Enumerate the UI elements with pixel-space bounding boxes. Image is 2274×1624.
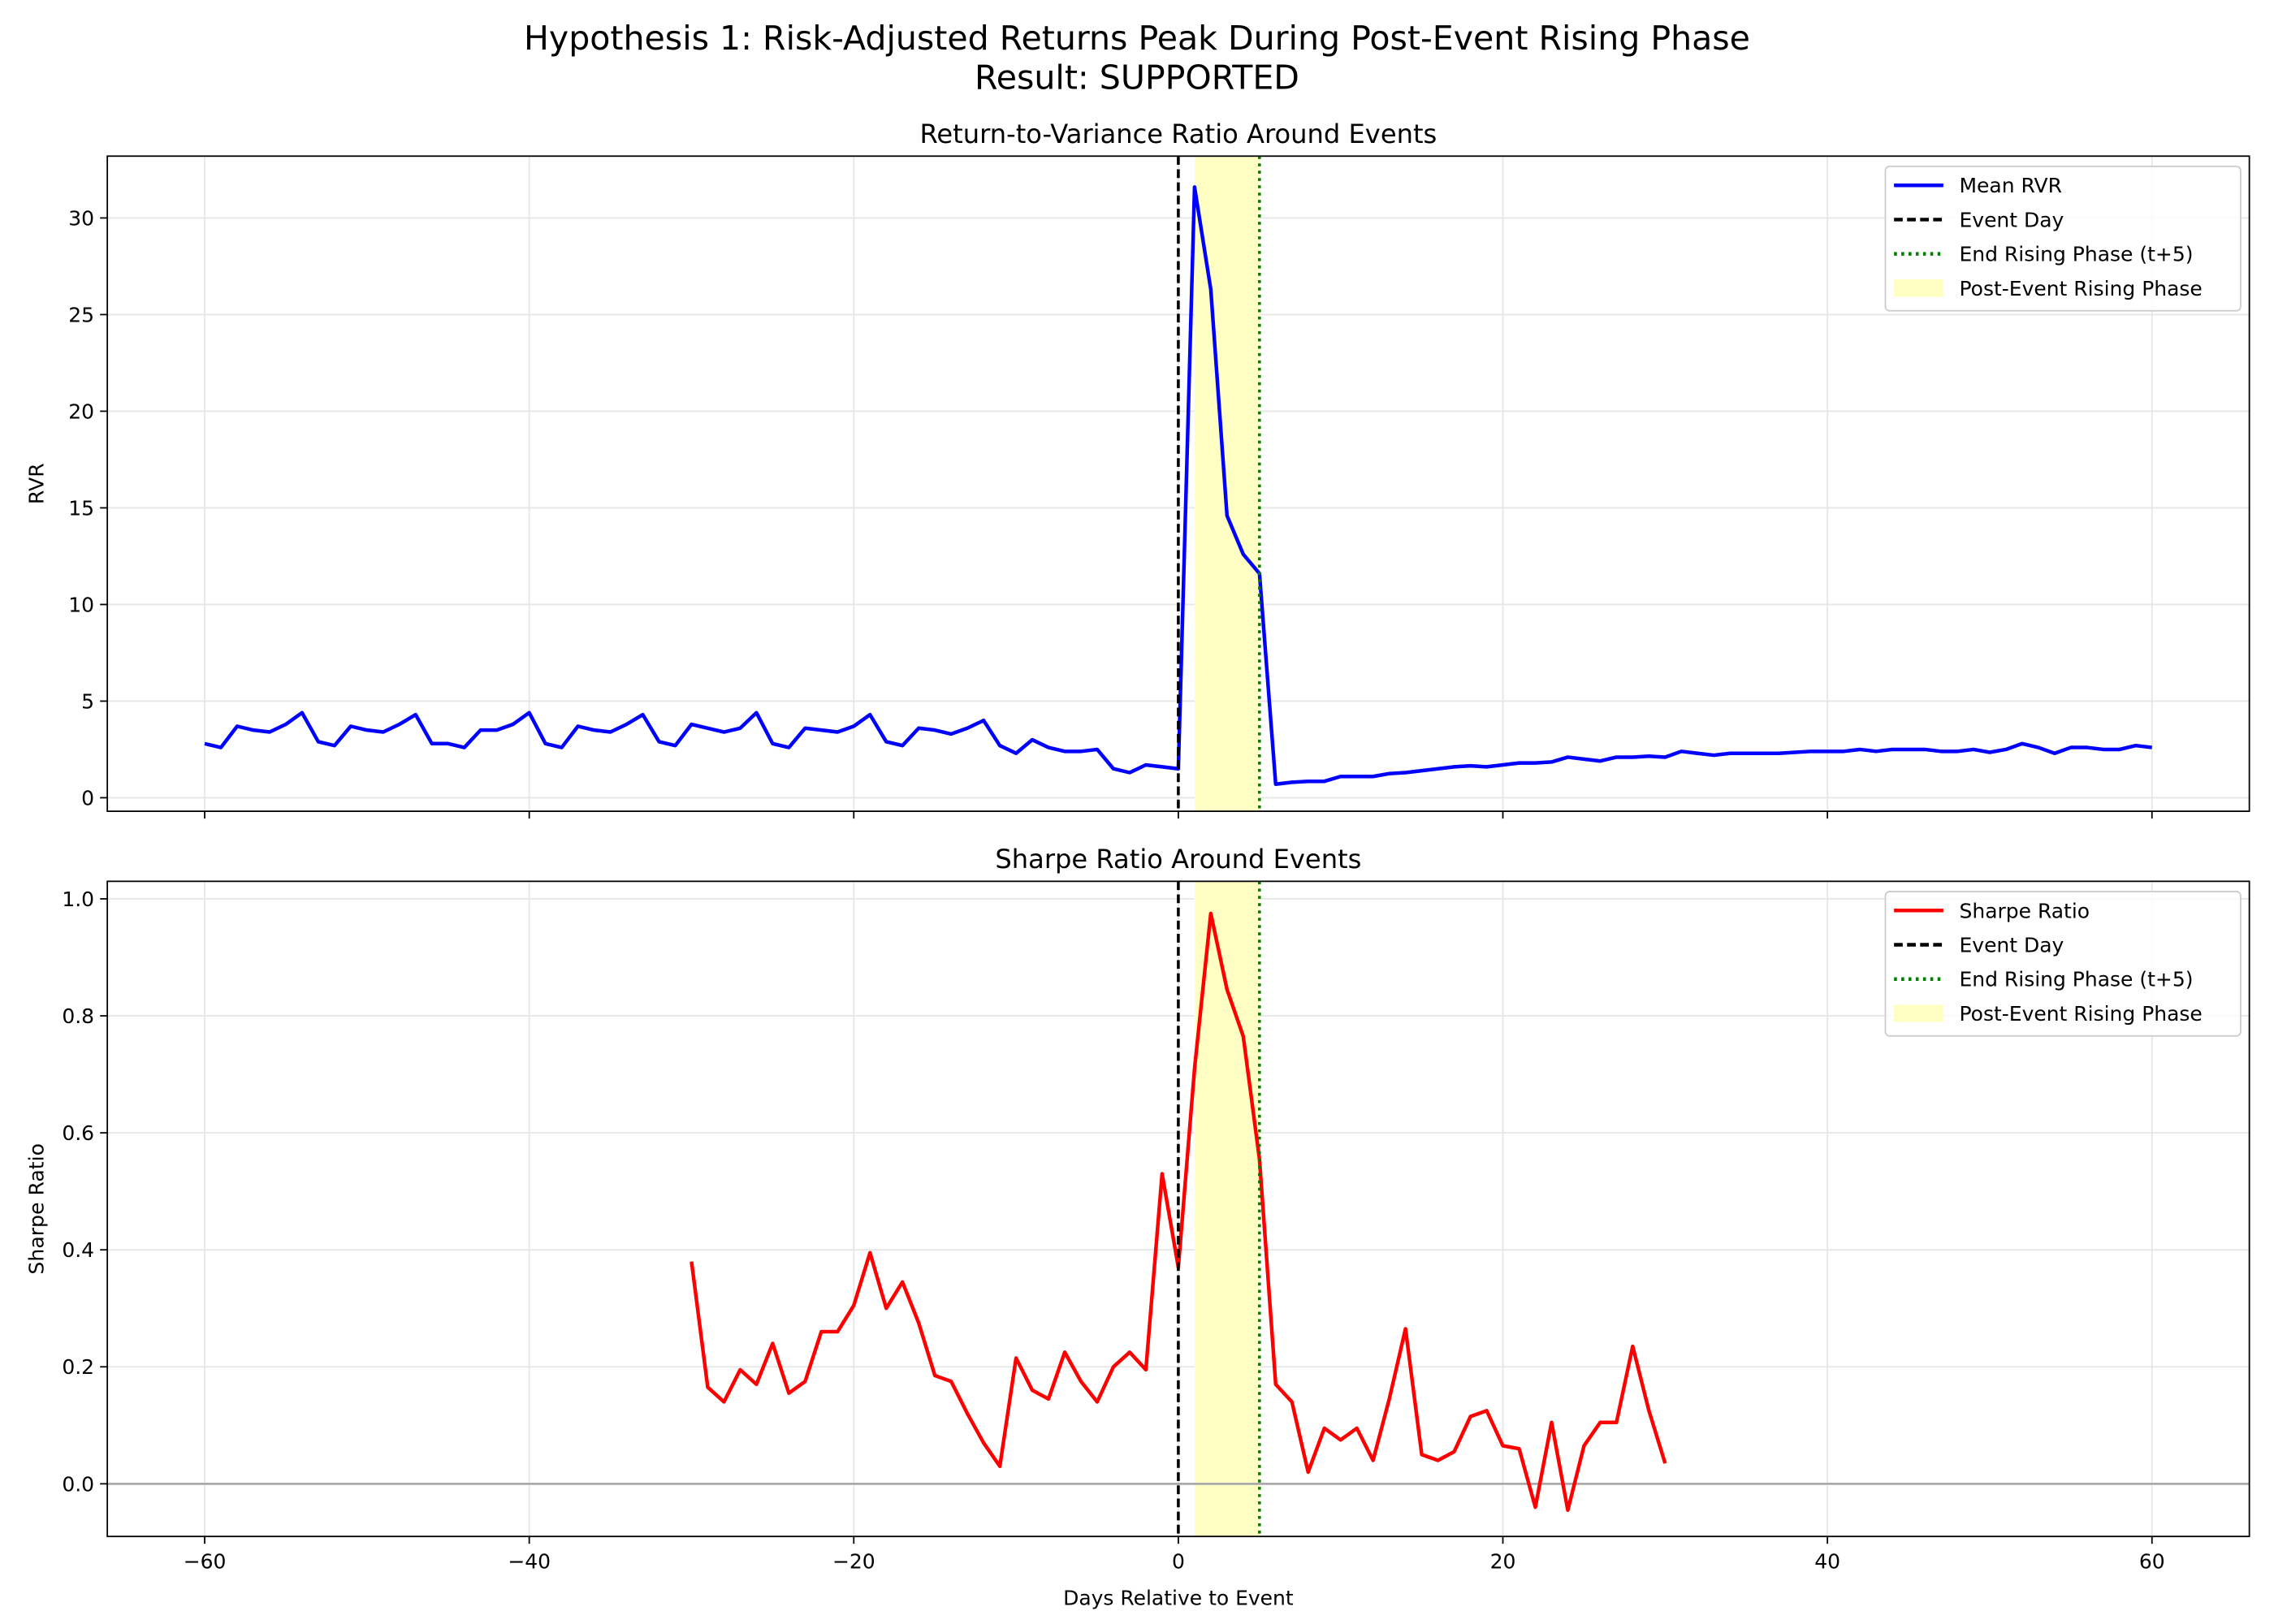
y-tick-label: 0.8	[62, 1004, 94, 1028]
axes-title: Return-to-Variance Ratio Around Events	[919, 119, 1437, 149]
legend-box	[1884, 165, 2242, 312]
legend-label: Sharpe Ratio	[1960, 899, 2090, 922]
x-tick-label: −40	[508, 1550, 551, 1574]
y-tick-label: 5	[81, 689, 94, 713]
x-tick-label: −60	[184, 1550, 227, 1574]
legend-label: Event Day	[1960, 208, 2064, 231]
y-tick-label: 0	[81, 786, 94, 810]
legend-label: Event Day	[1960, 933, 2064, 957]
y-tick-label: 10	[68, 593, 94, 616]
x-tick-label: 20	[1490, 1550, 1516, 1574]
y-tick-label: 0.6	[62, 1121, 94, 1145]
y-tick-label: 15	[68, 496, 94, 520]
x-tick-label: 0	[1172, 1550, 1185, 1574]
y-tick-label: 1.0	[62, 888, 94, 911]
x-tick-label: 40	[1814, 1550, 1840, 1574]
y-tick-label: 30	[68, 206, 94, 230]
legend-label: Mean RVR	[1960, 174, 2062, 197]
legend-box	[1884, 891, 2242, 1037]
y-tick-label: 20	[68, 400, 94, 423]
y-tick-label: 25	[68, 303, 94, 326]
y-tick-label: 0.0	[62, 1472, 94, 1496]
x-axis-label: Days Relative to Event	[1063, 1587, 1294, 1610]
legend-swatch	[1894, 279, 1943, 297]
axes-title: Sharpe Ratio Around Events	[995, 844, 1361, 875]
y-axis-label: RVR	[25, 463, 49, 504]
x-tick-label: −20	[832, 1550, 875, 1574]
y-tick-label: 0.2	[62, 1355, 94, 1379]
legend-label: End Rising Phase (t+5)	[1960, 968, 2194, 991]
x-tick-label: 60	[2139, 1550, 2165, 1574]
legend-label: Post-Event Rising Phase	[1960, 277, 2203, 300]
legend-label: Post-Event Rising Phase	[1960, 1002, 2203, 1026]
legend-label: End Rising Phase (t+5)	[1960, 243, 2194, 266]
figure-subtitle: Result: SUPPORTED	[975, 58, 1299, 97]
y-tick-label: 0.4	[62, 1238, 94, 1262]
legend-swatch	[1894, 1004, 1943, 1022]
figure-title: Hypothesis 1: Risk-Adjusted Returns Peak…	[524, 19, 1750, 58]
y-axis-label: Sharpe Ratio	[25, 1143, 49, 1275]
